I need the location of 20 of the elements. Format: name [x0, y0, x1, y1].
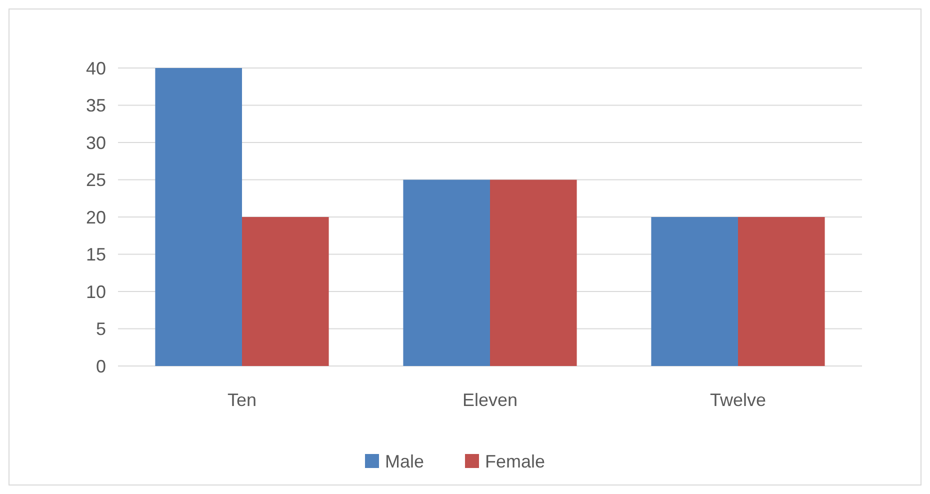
- y-tick-label: 20: [86, 207, 106, 228]
- bar: [738, 217, 825, 366]
- bar: [651, 217, 738, 366]
- bar: [155, 68, 242, 366]
- bar: [242, 217, 329, 366]
- x-tick-label: Twelve: [710, 390, 766, 410]
- y-tick-label: 30: [86, 132, 106, 153]
- y-tick-label: 40: [86, 58, 106, 78]
- y-tick-label: 10: [86, 282, 106, 302]
- legend-label: Male: [385, 451, 424, 472]
- x-tick-label: Ten: [227, 390, 257, 410]
- y-tick-label: 15: [86, 244, 106, 265]
- x-tick-label: Eleven: [462, 390, 518, 410]
- y-tick-label: 35: [86, 96, 106, 116]
- y-tick-label: 0: [96, 356, 106, 376]
- bar: [403, 180, 490, 366]
- bar: [490, 180, 577, 366]
- legend-label: Female: [485, 451, 546, 472]
- y-tick-label: 25: [86, 170, 106, 190]
- y-tick-label: 5: [96, 319, 106, 340]
